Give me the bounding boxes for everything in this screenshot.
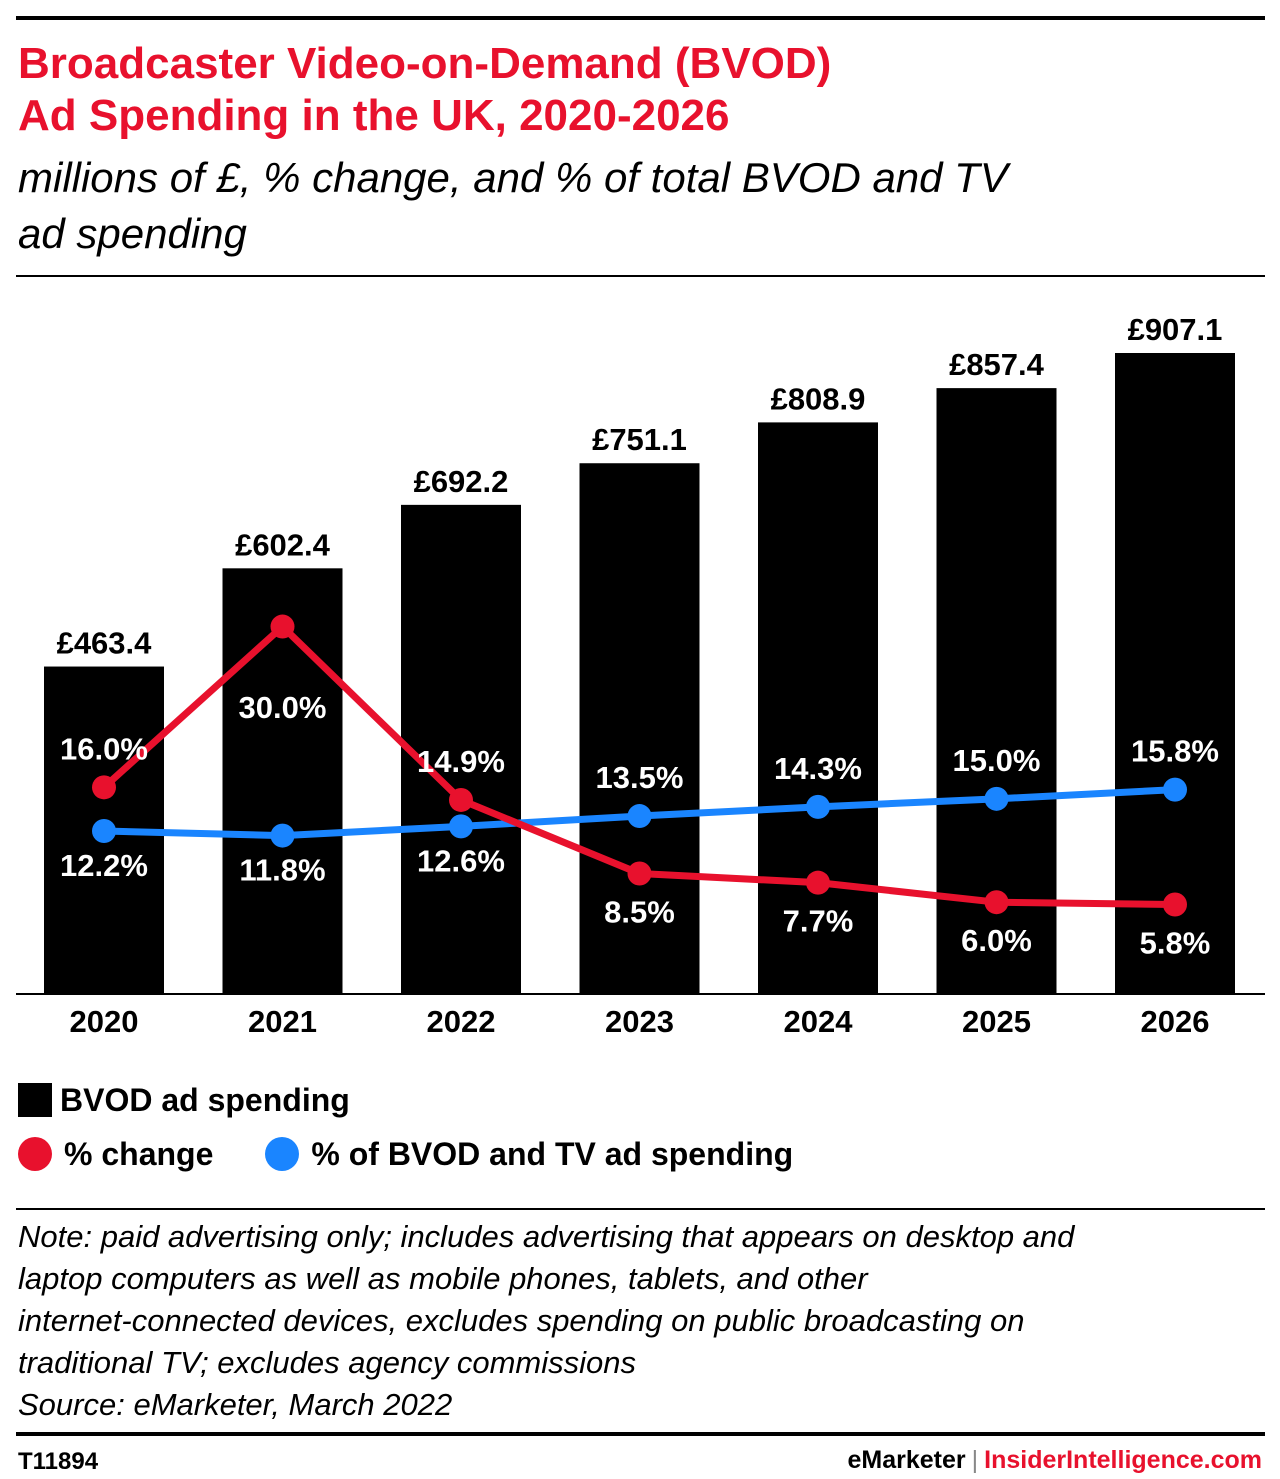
share-point-2022 (449, 814, 473, 839)
title-line-2: Ad Spending in the UK, 2020-2026 (18, 91, 730, 140)
chart-id: T11894 (18, 1448, 99, 1475)
change-label-2024: 7.7% (783, 904, 854, 939)
share-label-2023: 13.5% (596, 760, 684, 795)
source-line: Source: eMarketer, March 2022 (18, 1387, 453, 1422)
bar-value-label-2025: £857.4 (949, 347, 1045, 382)
chart-note: Note: paid advertising only; includes ad… (18, 1216, 1258, 1426)
change-point-2021 (270, 614, 295, 639)
legend-swatch-change (18, 1137, 52, 1171)
bar-value-label-2020: £463.4 (57, 626, 153, 661)
bar-2024 (758, 422, 878, 994)
x-tick-label-2022: 2022 (427, 1004, 496, 1039)
note-divider (16, 1208, 1265, 1210)
footer-brand: eMarketer | InsiderIntelligence.com (848, 1446, 1263, 1475)
legend-label-share: % of BVOD and TV ad spending (311, 1135, 794, 1172)
bar-value-label-2021: £602.4 (235, 527, 331, 562)
chart-subtitle: millions of £, % change, and % of total … (18, 150, 1258, 262)
note-line-4: traditional TV; excludes agency commissi… (18, 1345, 636, 1380)
bar-2021 (222, 568, 343, 994)
share-point-2024 (806, 794, 830, 819)
legend-row-bars: BVOD ad spending (18, 1080, 402, 1120)
note-line-2: laptop computers as well as mobile phone… (18, 1261, 868, 1296)
bar-value-label-2024: £808.9 (771, 381, 866, 416)
legend-label-bvod: BVOD ad spending (60, 1081, 350, 1118)
note-line-1: Note: paid advertising only; includes ad… (18, 1219, 1075, 1254)
subtitle-line-2: ad spending (18, 210, 247, 257)
change-point-2020 (92, 775, 116, 800)
change-point-2022 (449, 787, 473, 812)
change-point-2023 (627, 861, 652, 886)
share-label-2024: 14.3% (774, 751, 862, 786)
share-point-2025 (984, 786, 1009, 811)
x-tick-label-2024: 2024 (784, 1004, 854, 1039)
subtitle-line-1: millions of £, % change, and % of total … (18, 154, 1008, 201)
bvod-chart: £463.4 £602.4 £692.2 £751.1 £808.9 £857.4 £907… (16, 312, 1265, 1039)
footer-rule (16, 1432, 1265, 1436)
change-label-2023: 8.5% (604, 894, 675, 929)
share-point-2021 (270, 823, 295, 848)
legend-item-share: % of BVOD and TV ad spending (265, 1136, 793, 1173)
legend-swatch-share (265, 1137, 300, 1171)
legend-row-lines: % change % of BVOD and TV ad spending (18, 1134, 845, 1174)
change-label-2022: 14.9% (417, 744, 505, 779)
legend-item-bvod: BVOD ad spending (18, 1082, 350, 1119)
share-point-2026 (1163, 777, 1187, 802)
note-line-3: internet-connected devices, excludes spe… (18, 1303, 1025, 1338)
x-tick-label-2020: 2020 (70, 1004, 139, 1039)
share-label-2026: 15.8% (1131, 734, 1219, 769)
x-tick-label-2026: 2026 (1141, 1004, 1210, 1039)
change-label-2026: 5.8% (1140, 925, 1211, 960)
share-label-2025: 15.0% (953, 743, 1041, 778)
x-tick-label-2023: 2023 (605, 1004, 674, 1039)
bar-value-label-2022: £692.2 (414, 464, 509, 499)
share-label-2020: 12.2% (60, 848, 148, 883)
legend-label-change: % change (64, 1135, 214, 1172)
brand-insider-intelligence: InsiderIntelligence.com (984, 1446, 1262, 1474)
bar-2026 (1115, 353, 1235, 994)
bar-2022 (401, 504, 521, 994)
legend-item-change: % change (18, 1136, 213, 1173)
title-line-1: Broadcaster Video-on-Demand (BVOD) (18, 39, 832, 88)
share-point-2023 (627, 804, 652, 829)
change-point-2026 (1163, 892, 1187, 917)
share-point-2020 (92, 818, 116, 843)
x-tick-label-2025: 2025 (962, 1004, 1031, 1039)
change-point-2024 (806, 870, 830, 895)
header-divider (16, 275, 1265, 277)
top-rule (16, 16, 1265, 20)
share-label-2021: 11.8% (239, 853, 325, 888)
change-label-2020: 16.0% (60, 731, 148, 766)
chart-title: Broadcaster Video-on-Demand (BVOD) Ad Sp… (18, 38, 1258, 142)
change-point-2025 (984, 890, 1009, 915)
share-label-2022: 12.6% (417, 843, 505, 878)
bar-value-label-2023: £751.1 (592, 422, 687, 457)
change-label-2021: 30.0% (239, 690, 327, 725)
change-label-2025: 6.0% (961, 923, 1032, 958)
legend-swatch-bvod (18, 1083, 52, 1117)
x-tick-label-2021: 2021 (248, 1004, 317, 1039)
brand-emarketer: eMarketer (847, 1446, 966, 1474)
bar-value-label-2026: £907.1 (1128, 312, 1223, 347)
bar-2023 (579, 463, 700, 994)
brand-separator: | (971, 1446, 979, 1474)
